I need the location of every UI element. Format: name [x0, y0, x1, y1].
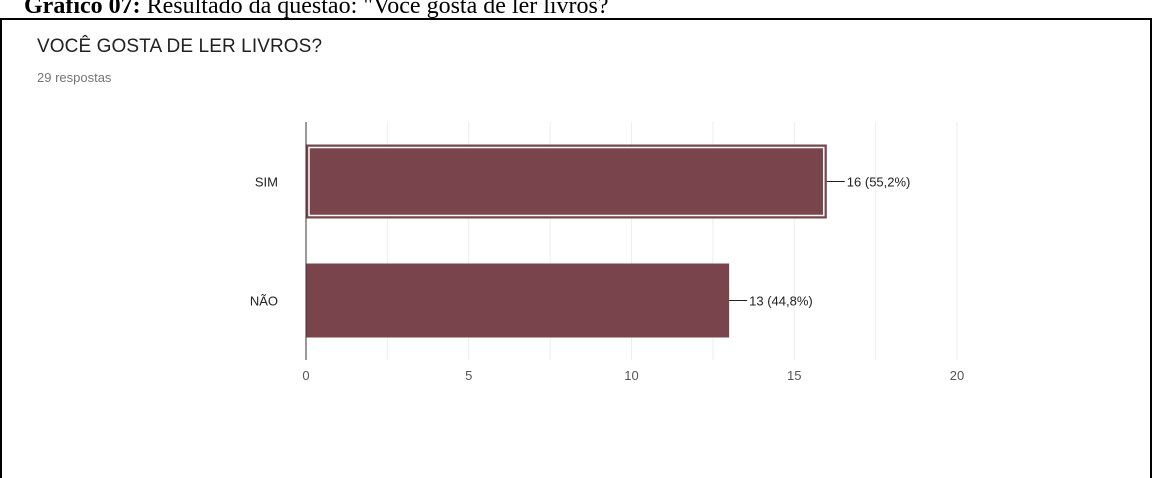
labels: SIM 16 (55,2%) NÃO 13 (44,8%) 0 5 10 15 20: [250, 175, 964, 384]
caption-prefix: Gráfico 07:: [24, 0, 141, 19]
data-label-nao: 13 (44,8%): [749, 294, 813, 309]
caption-text: Resultado da questão: "Você gosta de ler…: [146, 0, 609, 19]
chart-card: [0, 18, 1152, 478]
bar-highlight-outline: [308, 146, 825, 217]
bars: [306, 144, 827, 338]
x-tick-label: 5: [465, 368, 472, 383]
x-tick-label: 10: [624, 368, 638, 383]
response-count: 29 respostas: [37, 70, 112, 85]
bar-chart: SIM 16 (55,2%) NÃO 13 (44,8%) 0 5 10 15 20: [250, 122, 964, 384]
category-label-nao: NÃO: [250, 294, 278, 309]
x-tick-label: 0: [302, 368, 309, 383]
category-label-sim: SIM: [255, 175, 278, 190]
x-tick-label: 15: [787, 368, 801, 383]
figure-caption: Gráfico 07: Resultado da questão: "Você …: [24, 0, 609, 20]
data-label-sim: 16 (55,2%): [847, 175, 911, 190]
x-tick-label: 20: [950, 368, 964, 383]
chart-title: VOCÊ GOSTA DE LER LIVROS?: [37, 36, 323, 57]
bar-sim[interactable]: [306, 144, 827, 219]
bar-nao[interactable]: [306, 263, 730, 338]
